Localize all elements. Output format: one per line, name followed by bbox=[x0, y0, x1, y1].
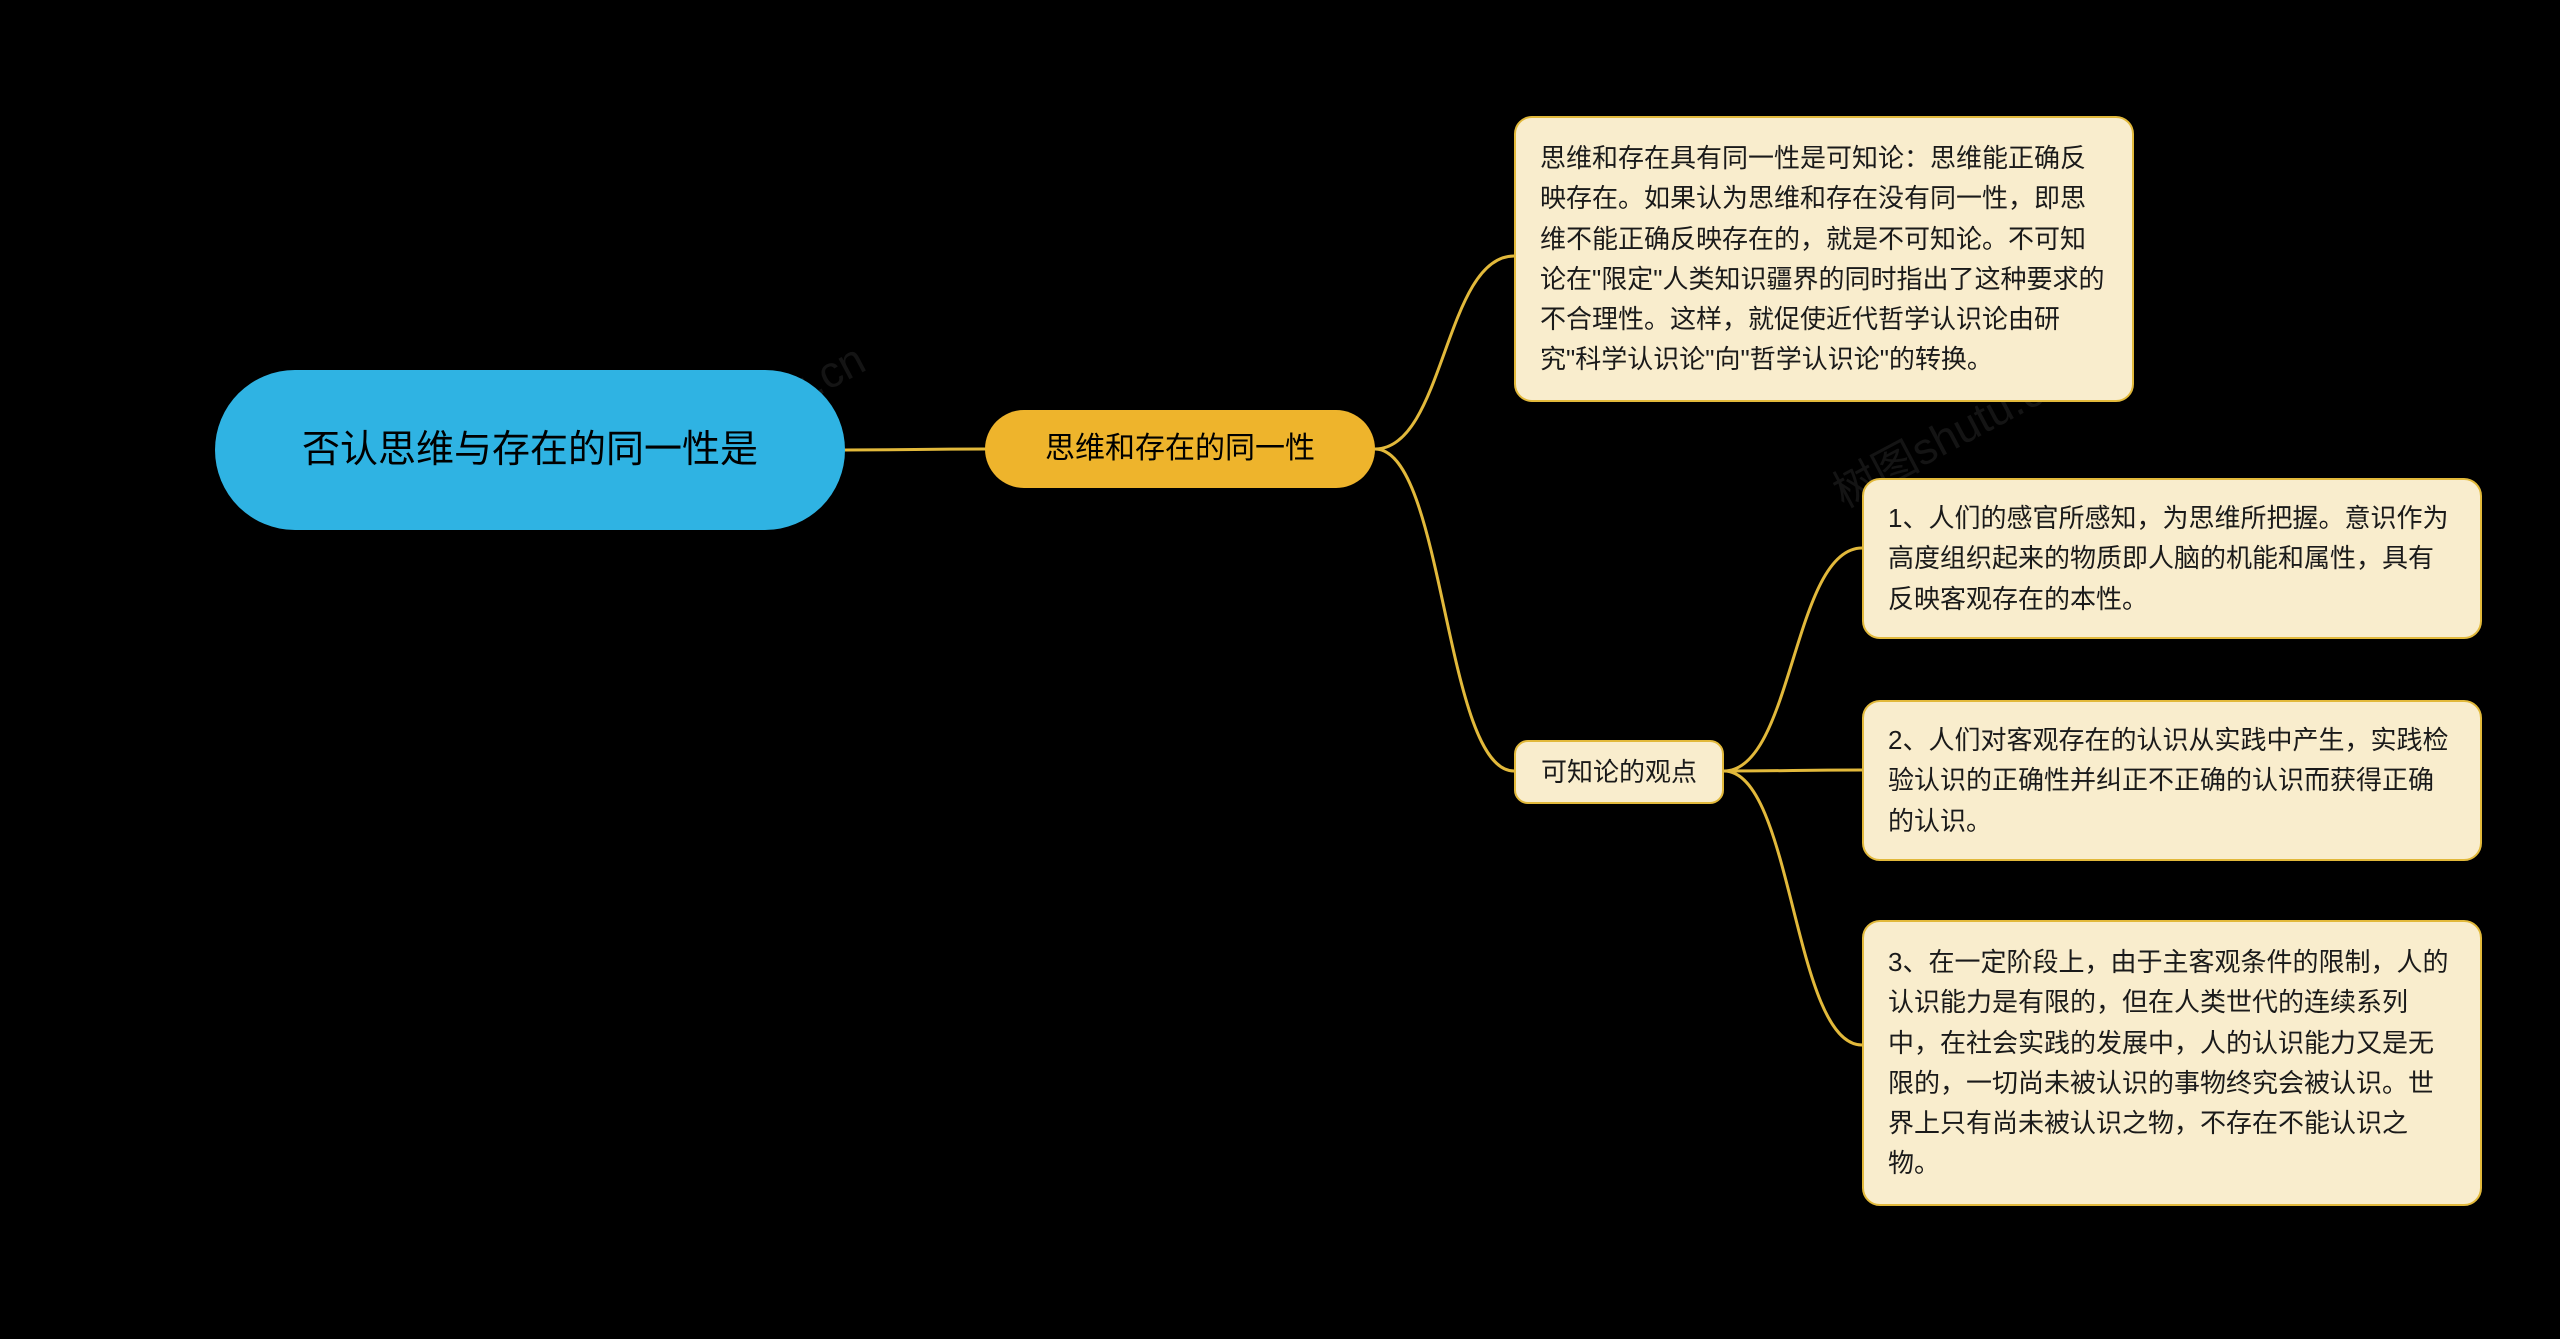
branch-node-label: 思维和存在的同一性 bbox=[1045, 426, 1315, 473]
leaf-node-text: 思维和存在具有同一性是可知论：思维能正确反映存在。如果认为思维和存在没有同一性，… bbox=[1540, 138, 2108, 380]
root-node-label: 否认思维与存在的同一性是 bbox=[302, 421, 758, 480]
branch-node-identity[interactable]: 思维和存在的同一性 bbox=[985, 410, 1375, 488]
leaf-node-text: 3、在一定阶段上，由于主客观条件的限制，人的认识能力是有限的，但在人类世代的连续… bbox=[1888, 942, 2456, 1184]
leaf-node-point-2[interactable]: 2、人们对客观存在的认识从实践中产生，实践检验认识的正确性并纠正不正确的认识而获… bbox=[1862, 700, 2482, 861]
branch-node-label: 可知论的观点 bbox=[1541, 752, 1697, 792]
leaf-node-point-1[interactable]: 1、人们的感官所感知，为思维所把握。意识作为高度组织起来的物质即人脑的机能和属性… bbox=[1862, 478, 2482, 639]
leaf-node-text: 1、人们的感官所感知，为思维所把握。意识作为高度组织起来的物质即人脑的机能和属性… bbox=[1888, 498, 2456, 619]
leaf-node-knowability[interactable]: 思维和存在具有同一性是可知论：思维能正确反映存在。如果认为思维和存在没有同一性，… bbox=[1514, 116, 2134, 402]
leaf-node-point-3[interactable]: 3、在一定阶段上，由于主客观条件的限制，人的认识能力是有限的，但在人类世代的连续… bbox=[1862, 920, 2482, 1206]
mindmap-canvas: 树图shutu.cn 树图shutu.cn 否认思维与存在的同一性是 思维和存在… bbox=[0, 0, 2560, 1339]
leaf-node-text: 2、人们对客观存在的认识从实践中产生，实践检验认识的正确性并纠正不正确的认识而获… bbox=[1888, 720, 2456, 841]
root-node[interactable]: 否认思维与存在的同一性是 bbox=[215, 370, 845, 530]
branch-node-knowable-view[interactable]: 可知论的观点 bbox=[1514, 740, 1724, 804]
